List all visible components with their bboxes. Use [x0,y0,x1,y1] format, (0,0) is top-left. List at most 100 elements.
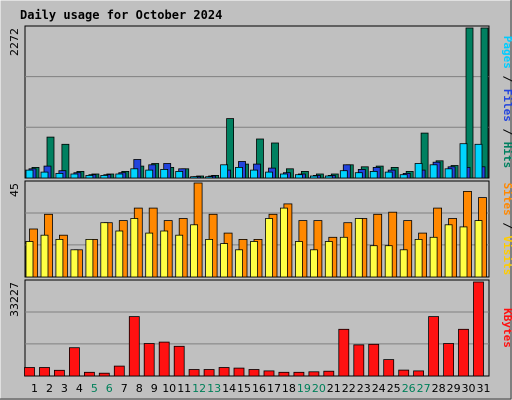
bar-kbytes-day-7 [113,365,125,377]
bar-sites-day-11 [175,234,184,278]
bar-sites-day-16 [250,241,258,278]
bar-sites-day-1 [25,241,34,278]
bar-sites-day-5 [85,238,94,278]
bar-sites-day-22 [339,236,348,278]
bar-pages-day-8 [130,168,139,179]
bar-kbytes-day-9 [143,343,155,377]
bar-sites-day-10 [160,230,169,278]
chart-panels: 2272 Pages / Files / Hits 45 Sites / Visits… [8,25,512,377]
bar-kbytes-day-12 [188,369,200,377]
bar-kbytes-day-1 [24,367,35,377]
bar-pages-day-16 [250,169,258,179]
bar-sites-day-14 [220,243,229,278]
bar-kbytes-day-18 [278,371,290,377]
bar-pages-day-3 [55,172,64,179]
legend-part: / [501,216,512,236]
x-axis-labels: 1 2 3 4 5 6 7 8 9 10 11 12 13 14 15 16 17 18 19 20 21 22 23 24 2… [31,382,491,395]
x-tick-day-31: 31 [477,382,491,395]
bar-pages-day-14 [220,164,229,179]
bar-sites-day-7 [115,230,124,278]
bar-kbytes-day-14 [218,367,230,377]
bar-pages-day-18 [279,173,288,179]
x-tick-day-26: 26 [402,382,416,395]
legend-kbytes: KBytes [501,308,512,348]
x-tick-day-28: 28 [432,382,446,395]
bar-kbytes-day-24 [368,343,380,377]
plot-area-kbytes [24,279,490,377]
x-tick-day-5: 5 [91,382,98,395]
legend-part: / [501,122,512,142]
bar-pages-day-11 [175,170,184,179]
bar-kbytes-day-20 [308,371,320,377]
x-tick-day-2: 2 [46,382,53,395]
bar-pages-day-9 [145,169,154,179]
bar-sites-day-25 [384,245,393,278]
x-tick-day-4: 4 [76,382,83,395]
bar-pages-day-13 [205,176,214,179]
bar-sites-day-29 [444,224,453,278]
x-tick-day-21: 21 [327,382,341,395]
bar-kbytes-day-8 [128,316,140,377]
bar-pages-day-25 [384,171,393,179]
x-tick-day-9: 9 [151,382,158,395]
bar-sites-day-15 [235,249,243,278]
x-tick-day-17: 17 [267,382,281,395]
bar-sites-day-31 [474,220,483,278]
bar-pages-day-6 [100,174,109,179]
bar-sites-day-30 [459,226,468,278]
bar-pages-day-1 [25,169,34,179]
bar-pages-day-24 [369,170,378,179]
bar-kbytes-day-15 [233,367,245,377]
bar-pages-day-10 [160,168,169,179]
bar-sites-day-13 [205,238,214,278]
bar-sites-day-23 [354,218,363,278]
bar-pages-day-28 [429,164,438,179]
bar-kbytes-day-30 [458,328,469,377]
x-tick-day-15: 15 [237,382,251,395]
bar-kbytes-day-31 [473,281,484,377]
bar-sites-day-4 [70,249,79,278]
bar-sites-day-6 [100,222,109,278]
bar-pages-day-12 [190,176,199,179]
bar-kbytes-day-29 [443,343,455,377]
bar-sites-day-3 [55,238,64,278]
bar-visits-day-25 [388,211,398,278]
bar-kbytes-day-21 [323,370,335,377]
x-tick-day-13: 13 [207,382,221,395]
bar-pages-day-23 [354,172,363,179]
bar-sites-day-26 [399,249,408,278]
bar-kbytes-day-19 [293,371,305,377]
x-tick-day-10: 10 [162,382,176,395]
x-tick-day-24: 24 [372,382,386,395]
x-tick-day-11: 11 [177,382,191,395]
x-tick-day-16: 16 [252,382,266,395]
x-tick-day-19: 19 [297,382,311,395]
bar-sites-day-12 [190,224,199,278]
bar-kbytes-day-6 [98,372,110,377]
x-tick-day-8: 8 [136,382,143,395]
bar-pages-day-30 [459,143,468,179]
bar-pages-day-26 [399,174,408,179]
x-tick-day-7: 7 [121,382,128,395]
bar-pages-day-22 [339,170,348,179]
x-tick-day-25: 25 [387,382,401,395]
y-max-label-visits-sites: 45 [8,183,21,197]
bar-pages-day-31 [474,143,483,179]
bar-pages-day-2 [40,171,49,179]
bar-sites-day-9 [145,232,154,278]
bar-sites-day-21 [324,241,333,278]
bar-kbytes-day-3 [54,369,65,377]
bar-kbytes-day-17 [263,370,275,377]
x-tick-day-23: 23 [357,382,371,395]
x-tick-day-30: 30 [462,382,476,395]
bar-visits-day-26 [403,220,413,278]
x-tick-day-3: 3 [61,382,68,395]
bar-kbytes-day-4 [69,347,80,377]
bar-kbytes-day-26 [398,369,410,377]
x-tick-day-29: 29 [447,382,461,395]
bar-pages-day-21 [324,175,333,179]
bar-kbytes-day-23 [353,344,365,377]
bar-sites-day-27 [414,238,423,278]
x-tick-day-22: 22 [342,382,356,395]
